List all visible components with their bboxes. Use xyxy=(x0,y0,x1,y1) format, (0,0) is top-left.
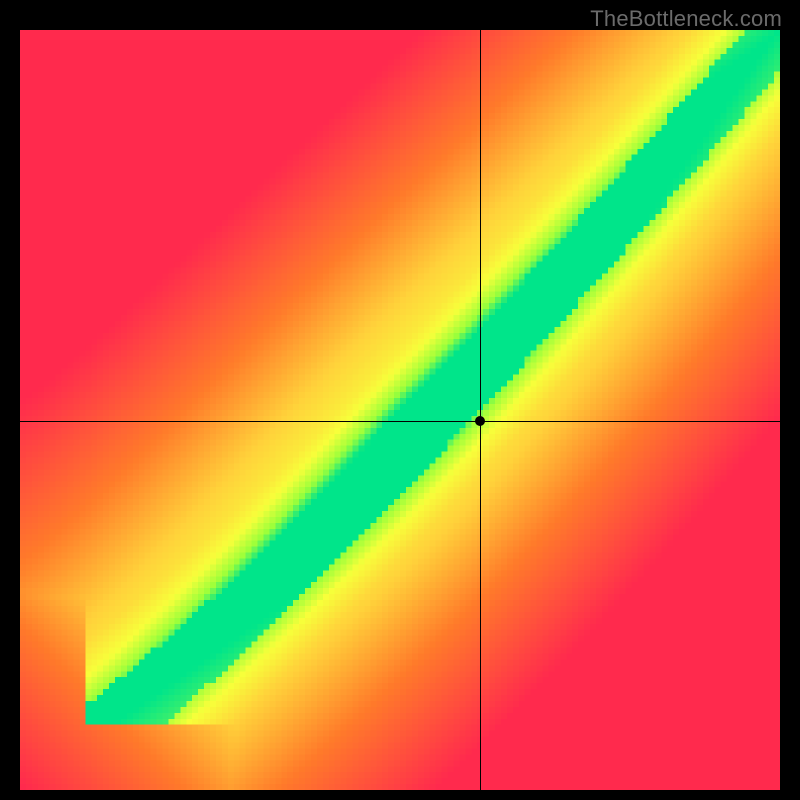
figure-container: TheBottleneck.com xyxy=(0,0,800,800)
watermark-text: TheBottleneck.com xyxy=(590,6,782,32)
plot-area xyxy=(20,30,780,790)
heatmap-canvas xyxy=(20,30,780,790)
